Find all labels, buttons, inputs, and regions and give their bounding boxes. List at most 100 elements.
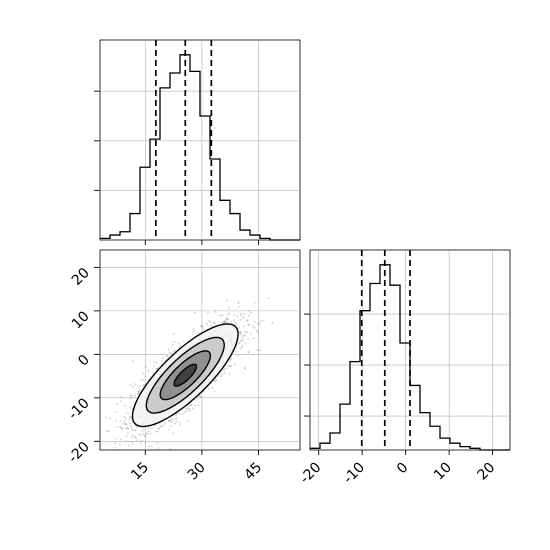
scatter-point [224,317,227,320]
scatter-point [135,436,138,439]
contour-level-3 [173,363,198,387]
scatter-point [105,429,107,432]
scatter-point [114,442,117,445]
scatter-point [199,395,201,397]
scatter-point [184,411,186,413]
scatter-point [228,312,231,315]
scatter-point [247,309,250,312]
scatter-point [137,390,140,393]
scatter-point [241,333,243,336]
scatter-point [146,433,149,435]
scatter-point [198,332,200,334]
scatter-point [137,390,140,393]
scatter-point [141,440,143,443]
scatter-point [214,310,217,313]
scatter-point [130,424,132,427]
scatter-point [221,321,224,324]
scatter-point [239,341,242,344]
scatter-point [234,349,237,352]
scatter-point [258,332,260,335]
scatter-point [227,318,230,321]
scatter-point [189,404,192,407]
scatter-point [131,394,133,397]
scatter-point [127,431,129,434]
scatter-point [143,428,145,430]
scatter-point [240,314,243,317]
scatter-point [238,305,241,308]
scatter-point [160,425,163,428]
scatter-point [241,338,244,341]
scatter-point [119,419,122,422]
scatter-point [192,407,195,410]
scatter-point [243,325,245,328]
scatter-point [233,319,236,322]
scatter-point [157,427,160,430]
scatter-point [133,429,136,432]
scatter-point [220,372,223,375]
scatter-point [259,349,261,352]
scatter-point [171,343,174,346]
histogram-y-step-line [310,264,510,451]
scatter-point [200,325,202,328]
scatter-point [155,367,158,370]
scatter-point [172,432,175,434]
scatter-point [210,325,213,327]
scatter-2d-frame [99,249,301,451]
scatter-point [253,326,256,329]
scatter-point [226,367,228,370]
scatter-point [173,348,176,351]
scatter-point [256,330,259,333]
scatter-point [161,357,164,360]
scatter-point [142,372,145,375]
scatter-point [116,426,119,429]
scatter-point [147,370,150,373]
scatter-point [125,423,127,426]
scatter-point [243,334,246,337]
scatter-point [239,331,242,333]
scatter-point [174,422,177,425]
scatter-point [207,311,210,314]
scatter-point [188,409,191,412]
scatter-point [141,429,143,432]
scatter-point [181,412,184,415]
scatter-point [175,418,177,421]
scatter-point [165,355,168,357]
scatter-point [228,359,231,362]
scatter-point [139,388,141,391]
scatter-point [156,442,159,445]
scatter-point [150,445,153,448]
scatter-point [256,349,259,351]
scatter-point [228,308,231,311]
scatter-point [219,314,222,317]
scatter-point [145,366,148,369]
scatter-point [140,379,143,381]
scatter-point [256,329,258,332]
scatter-point [147,427,149,430]
scatter-point [230,356,233,359]
scatter-point [128,406,131,409]
scatter-point [155,430,157,433]
scatter-point [109,417,111,419]
scatter-point [125,427,128,430]
scatter-point [132,385,135,388]
scatter-point [186,419,189,422]
scatter-point [138,392,140,395]
scatter-point [140,440,143,443]
scatter-point [142,433,145,436]
scatter-point [131,407,134,410]
scatter-point [179,344,182,347]
scatter-point [229,365,232,367]
scatter-point [168,428,171,431]
scatter-point [116,402,118,405]
scatter-point [233,314,235,316]
scatter-point [243,334,246,336]
scatter-point [244,367,247,369]
scatter-point [125,423,128,426]
scatter-point [131,440,134,443]
scatter-point [166,355,169,358]
scatter-point [247,338,250,340]
scatter-point [123,415,126,418]
scatter-point [239,332,242,335]
scatter-point [114,447,116,449]
scatter-point [170,352,173,354]
